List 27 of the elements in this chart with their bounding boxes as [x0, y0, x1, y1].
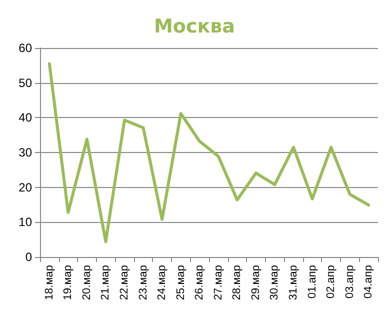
y-tick-label: 30	[18, 146, 32, 160]
x-tick-label: 23.мар	[137, 265, 150, 300]
x-tick-label: 30.мар	[268, 265, 281, 300]
x-tick-label: 03.апр	[344, 265, 356, 298]
y-tick-label: 40	[18, 110, 32, 125]
x-tick-label: 28.мар	[231, 265, 244, 300]
x-tick-label: 20.мар	[80, 265, 93, 300]
x-tick-label: 19.мар	[62, 265, 74, 300]
y-tick-label: 60	[18, 41, 32, 55]
x-tick-label: 04.апр	[362, 265, 375, 298]
y-tick-label: 20	[18, 180, 32, 194]
x-tick-label: 29.мар	[250, 265, 262, 300]
x-tick-label: 18.мар	[43, 265, 56, 300]
x-tick-label: 25.мар	[174, 265, 187, 300]
x-tick-label: 31.мар	[288, 265, 300, 300]
x-tick-label: 24.мар	[156, 265, 168, 300]
x-tick-label: 27.мар	[212, 265, 224, 300]
x-tick-label: 21.мар	[100, 265, 112, 300]
chart-title: Москва	[154, 16, 235, 38]
x-tick-label: 01.апр	[306, 265, 318, 298]
y-tick-label: 50	[18, 76, 32, 90]
y-tick-label: 10	[18, 215, 32, 230]
y-tick-label: 0	[25, 250, 32, 264]
x-tick-label: 26.мар	[194, 265, 206, 300]
x-tick-label: 02.апр	[325, 265, 338, 298]
line-series	[48, 62, 370, 244]
x-tick-label: 22.мар	[118, 265, 130, 300]
